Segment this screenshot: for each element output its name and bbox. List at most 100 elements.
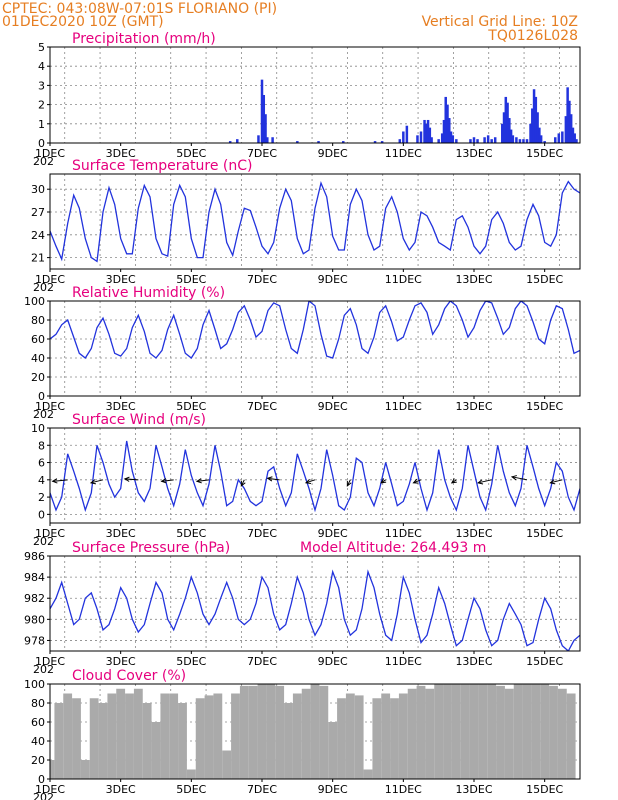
panel-title: Surface Pressure (hPa) xyxy=(72,540,230,556)
x-tick-label: 5DEC xyxy=(176,655,206,668)
bar xyxy=(319,685,329,779)
y-tick-label: 4 xyxy=(38,474,45,487)
bar xyxy=(222,750,232,779)
x-tick-label: 1DEC xyxy=(35,655,65,668)
wind-vector-head xyxy=(477,479,484,485)
bar xyxy=(549,685,558,779)
bar xyxy=(515,137,518,143)
y-tick-label: 10 xyxy=(31,422,45,435)
wind-vector xyxy=(550,479,563,484)
bar xyxy=(426,119,430,143)
x-year-stub: 202 xyxy=(33,791,54,800)
bar xyxy=(569,114,573,143)
bar xyxy=(529,123,532,143)
bar xyxy=(257,135,260,143)
bar xyxy=(284,703,293,779)
y-tick-label: 982 xyxy=(24,592,45,605)
x-tick-label: 11DEC xyxy=(385,783,422,796)
panel-2: 21 24 27 30 1DEC 3DEC 5DEC 7DEC 9DEC 11DEC 13DEC 15… xyxy=(31,158,581,294)
panel-frame xyxy=(49,46,581,144)
bar xyxy=(502,112,506,143)
x-tick-label: 1DEC xyxy=(35,527,65,540)
x-tick-label: 7DEC xyxy=(247,400,277,413)
bar xyxy=(381,693,391,779)
bar xyxy=(98,703,108,779)
y-tick-label: 2 xyxy=(38,491,45,504)
header-location: CPTEC: 043:08W-07:01S FLORIANO (PI) xyxy=(2,1,277,17)
x-tick-label: 9DEC xyxy=(318,783,348,796)
bar xyxy=(568,100,571,143)
wind-vector-head xyxy=(51,478,58,484)
wind-vector xyxy=(90,479,104,484)
bar xyxy=(446,104,449,143)
y-tick-label: 20 xyxy=(31,754,45,767)
bar xyxy=(292,693,302,779)
x-tick-label: 15DEC xyxy=(526,783,563,796)
bar xyxy=(125,693,134,779)
bar xyxy=(538,127,541,143)
bar xyxy=(354,695,364,779)
bar xyxy=(398,139,402,143)
series-line xyxy=(50,440,580,513)
bar xyxy=(239,685,249,779)
bar xyxy=(363,769,373,779)
bar xyxy=(443,684,452,779)
y-tick-label: 0 xyxy=(38,508,45,521)
panel-3: 0 20 40 60 80 100 1DEC 3DEC 5DEC 7DEC 9DEC 11DEC 13D… xyxy=(24,285,581,421)
panel-frame xyxy=(49,300,581,397)
bar xyxy=(296,141,299,143)
wind-vector xyxy=(52,479,68,482)
wind-vector-head xyxy=(266,476,273,482)
x-tick-label: 5DEC xyxy=(176,400,206,413)
bar xyxy=(440,133,444,143)
bar xyxy=(504,96,508,143)
x-tick-label: 9DEC xyxy=(318,527,348,540)
plot-area xyxy=(50,684,576,779)
bar xyxy=(398,693,408,779)
y-tick-label: 21 xyxy=(31,252,45,265)
bar xyxy=(478,684,488,779)
y-tick-label: 0 xyxy=(38,773,45,786)
bar xyxy=(428,127,432,143)
bar xyxy=(63,693,73,779)
panel-title: Surface Wind (m/s) xyxy=(72,412,206,428)
bar xyxy=(160,693,170,779)
x-tick-label: 9DEC xyxy=(318,147,348,160)
y-tick-label: 5 xyxy=(38,41,45,54)
bar xyxy=(228,141,232,143)
bar xyxy=(573,133,576,143)
panel-4: 0 2 4 6 8 10 1DEC 3DEC 5DEC 7DEC 9DEC 11DEC 13DEC 15D… xyxy=(31,412,581,548)
bar xyxy=(469,139,472,143)
x-tick-label: 13DEC xyxy=(455,783,492,796)
bar xyxy=(416,135,419,143)
y-tick-label: 6 xyxy=(38,457,45,470)
x-year-stub: 202 xyxy=(33,663,54,676)
bar xyxy=(116,688,126,779)
bar xyxy=(80,760,90,779)
bar xyxy=(540,684,550,779)
panel-title: Precipitation (mm/h) xyxy=(72,31,216,47)
bar xyxy=(328,722,338,779)
bar xyxy=(476,139,479,143)
y-tick-label: 0 xyxy=(38,390,45,403)
bar xyxy=(430,137,433,143)
panel-frame xyxy=(49,427,581,524)
bar xyxy=(407,688,417,779)
bar xyxy=(487,684,497,779)
x-tick-label: 11DEC xyxy=(385,147,422,160)
bar xyxy=(536,112,539,143)
x-tick-label: 7DEC xyxy=(247,273,277,286)
bar xyxy=(419,131,423,143)
bar xyxy=(531,108,534,143)
bar xyxy=(372,698,382,779)
y-tick-label: 80 xyxy=(31,697,45,710)
x-tick-label: 15DEC xyxy=(526,147,563,160)
bar xyxy=(525,139,529,143)
x-tick-label: 15DEC xyxy=(526,400,563,413)
plot-area xyxy=(50,180,580,263)
wind-vector-head xyxy=(89,479,96,485)
wind-vector-head xyxy=(346,480,352,487)
wind-vector-head xyxy=(380,478,387,484)
x-year-stub: 202 xyxy=(33,281,54,294)
